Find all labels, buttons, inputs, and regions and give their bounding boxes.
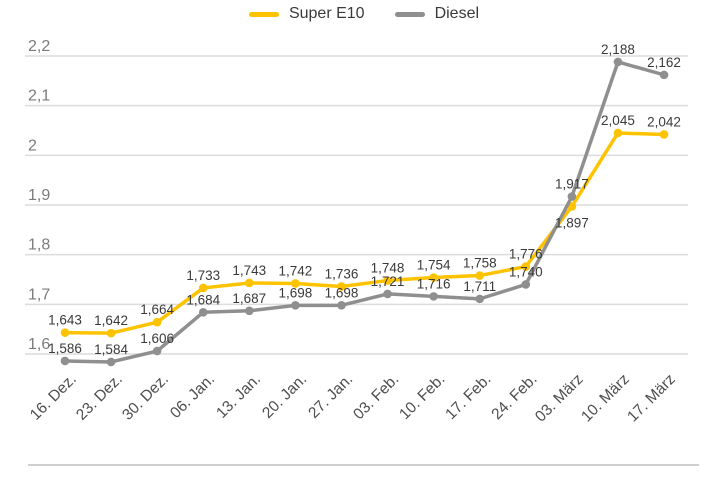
data-point-super-e10 [106,328,116,338]
data-point-label-super-e10: 1,897 [555,215,589,230]
data-point-label-super-e10: 2,045 [601,113,635,128]
x-axis-label: 30. Dez. [119,371,172,424]
data-point-label-super-e10: 2,042 [647,114,681,129]
chart-legend: Super E10 Diesel [0,2,728,26]
x-axis-label: 17. März [624,371,679,426]
data-point-label-diesel: 1,740 [509,264,543,279]
data-point-label-diesel: 1,687 [232,291,266,306]
legend-swatch-super-e10 [248,11,279,17]
data-point-super-e10 [521,262,531,271]
y-axis-tick-label: 2,1 [28,88,50,105]
x-axis-label: 06. Jan. [167,371,218,422]
data-point-label-diesel: 2,162 [647,55,681,70]
y-axis-tick-label: 1,7 [28,286,50,303]
data-point-super-e10 [291,279,300,288]
data-point-label-diesel: 2,188 [601,42,635,57]
data-point-diesel [60,356,70,366]
data-point-super-e10 [383,276,392,285]
y-axis-tick-label: 1,9 [28,187,50,204]
data-point-diesel [337,301,346,310]
series-line-diesel [63,60,666,364]
x-axis-label: 17. Feb. [442,371,494,423]
series-line-super-e10 [63,131,666,335]
data-point-super-e10 [198,283,208,293]
x-axis-label: 20. Jan. [259,371,310,422]
bottom-divider [28,464,699,466]
x-axis-label: 03. März [532,371,587,426]
data-point-label-super-e10: 1,748 [371,260,405,275]
data-point-label-diesel: 1,586 [48,341,82,356]
data-point-diesel [383,289,392,299]
data-point-label-super-e10: 1,758 [463,256,497,271]
legend-item-super-e10: Super E10 [248,5,365,23]
y-axis-tick-label: 1,8 [28,237,50,254]
data-point-super-e10 [152,317,162,327]
y-axis-tick-label: 2 [28,137,37,154]
x-axis-label: 27. Jan. [305,371,356,422]
x-axis-label: 23. Dez. [73,371,126,424]
x-axis-label: 13. Jan. [213,371,264,422]
data-point-super-e10 [60,328,70,337]
data-point-label-super-e10: 1,742 [279,263,313,278]
y-axis-tick-label: 2,2 [28,38,50,55]
data-point-diesel [245,306,254,316]
data-point-diesel [659,70,669,80]
data-point-label-super-e10: 1,776 [509,247,543,262]
data-point-label-diesel: 1,698 [325,285,359,300]
data-point-super-e10 [613,128,623,138]
data-point-diesel [106,357,116,367]
data-point-diesel [291,301,300,310]
data-point-super-e10 [245,278,254,288]
data-point-label-super-e10: 1,642 [94,313,128,328]
data-point-label-diesel: 1,606 [140,331,174,346]
data-point-super-e10 [659,130,669,139]
data-point-diesel [475,294,485,304]
data-point-diesel [521,280,531,289]
data-point-label-diesel: 1,711 [463,279,496,294]
data-point-label-diesel: 1,584 [94,342,128,357]
data-point-label-super-e10: 1,643 [48,313,82,328]
data-point-label-super-e10: 1,736 [325,266,359,281]
data-point-diesel [198,307,208,317]
data-point-label-super-e10: 1,743 [232,263,266,278]
data-point-label-super-e10: 1,733 [186,268,220,283]
legend-label-diesel: Diesel [434,5,480,22]
x-axis-label: 16. Dez. [27,371,80,424]
data-point-label-super-e10: 1,664 [140,302,174,317]
data-point-label-diesel: 1,917 [555,177,589,192]
data-point-label-diesel: 1,721 [371,274,405,289]
data-point-label-diesel: 1,698 [279,285,313,300]
legend-swatch-diesel [394,11,425,17]
x-axis-label: 10. Feb. [396,371,448,423]
data-point-super-e10 [429,273,438,282]
data-point-diesel [429,292,438,301]
data-point-label-diesel: 1,684 [186,292,220,307]
data-point-diesel [567,192,577,201]
legend-label-super-e10: Super E10 [288,5,365,22]
data-point-super-e10 [337,282,346,291]
legend-item-diesel: Diesel [394,5,480,23]
data-point-label-diesel: 1,716 [417,276,451,291]
x-axis-label: 10. März [578,371,633,426]
data-point-label-super-e10: 1,754 [417,258,451,273]
y-axis-tick-label: 1,6 [28,336,50,353]
x-axis-label: 03. Feb. [350,371,402,423]
data-point-diesel [152,346,162,356]
data-point-diesel [613,57,623,67]
data-point-super-e10 [475,271,485,280]
